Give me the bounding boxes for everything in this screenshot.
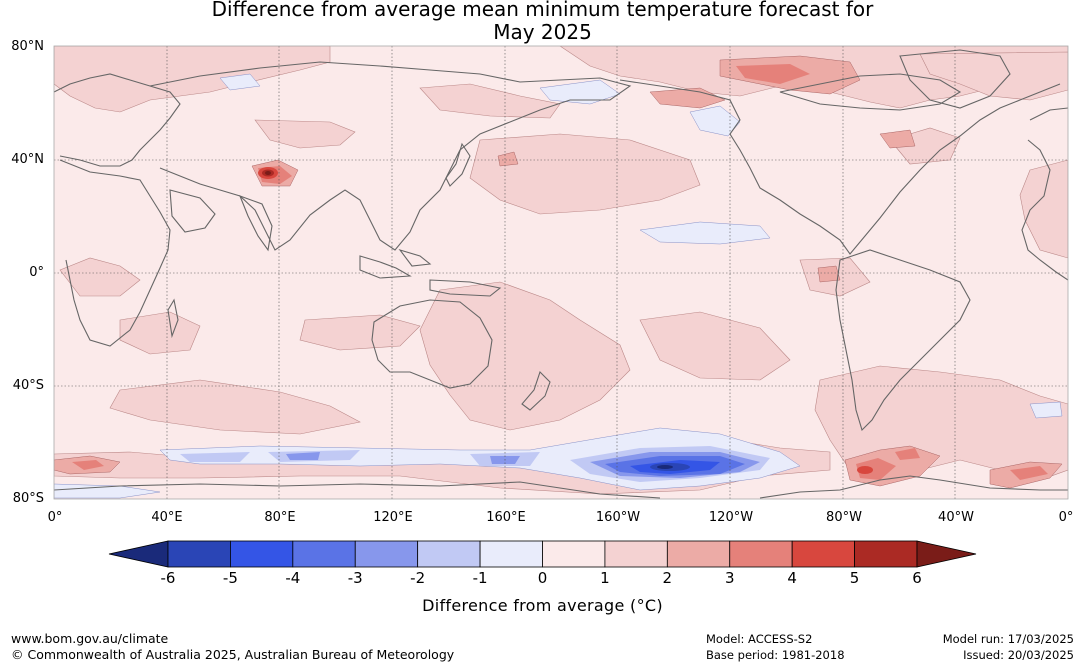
base-period: Base period: 1981-2018 — [706, 648, 845, 662]
colorbar-tick-label: 3 — [724, 569, 735, 587]
model-name: Model: ACCESS-S2 — [706, 632, 813, 646]
anomaly-4-to-6 — [258, 167, 873, 474]
copyright-text: © Commonwealth of Australia 2025, Austra… — [11, 647, 455, 662]
model-run-date: Model run: 17/03/2025 — [942, 632, 1074, 646]
colorbar-segment — [729, 540, 793, 568]
colorbar-tick-label: -5 — [222, 569, 238, 587]
colorbar — [108, 540, 977, 568]
lon-label-80w: 80°W — [826, 510, 862, 525]
colorbar-extend-low — [108, 540, 169, 568]
lon-label-40e: 40°E — [151, 510, 183, 525]
lon-label-120w: 120°W — [708, 510, 754, 525]
colorbar-segment — [479, 540, 543, 568]
colorbar-segment — [542, 540, 606, 568]
lon-label-120e: 120°E — [373, 510, 413, 525]
website-link[interactable]: www.bom.gov.au/climate — [11, 631, 169, 646]
lon-label-160e: 160°E — [486, 510, 526, 525]
map-frame — [53, 45, 1069, 500]
lon-label-0-right: 0° — [1058, 510, 1074, 525]
colorbar-tick-label: -4 — [285, 569, 301, 587]
lon-label-0-left: 0° — [47, 510, 63, 525]
colorbar-extend-high — [916, 540, 977, 568]
colorbar-tick-label: -6 — [160, 569, 176, 587]
colorbar-segment — [604, 540, 668, 568]
lat-label-80n: 80°N — [11, 39, 44, 54]
colorbar-segment — [854, 540, 918, 568]
colorbar-segment — [791, 540, 855, 568]
colorbar-segment — [354, 540, 419, 568]
colorbar-tick-label: 1 — [600, 569, 610, 587]
colorbar-segment — [230, 540, 294, 568]
anomaly-fields — [54, 46, 1068, 499]
colorbar-segment — [417, 540, 481, 568]
colorbar-tick-label: -1 — [472, 569, 488, 587]
lon-label-80e: 80°E — [264, 510, 296, 525]
colorbar-tick-label: 5 — [849, 569, 860, 587]
colorbar-tick-label: 4 — [787, 569, 797, 587]
lat-label-40s: 40°S — [12, 378, 44, 393]
lon-label-40w: 40°W — [938, 510, 974, 525]
issued-date: Issued: 20/03/2025 — [963, 648, 1074, 662]
colorbar-tick-label: -2 — [410, 569, 426, 587]
anomaly-1-to-2 — [54, 46, 1068, 495]
colorbar-label: Difference from average (°C) — [422, 596, 663, 615]
colorbar-tick-label: 2 — [662, 569, 673, 587]
lon-label-160w: 160°W — [595, 510, 641, 525]
colorbar-tick-label: -3 — [347, 569, 363, 587]
lat-label-40n: 40°N — [11, 152, 44, 167]
anomaly-below-minus-6 — [657, 465, 673, 469]
lat-label-0: 0° — [29, 265, 44, 280]
colorbar-segment — [167, 540, 231, 568]
map-title-line-2: May 2025 — [493, 20, 592, 44]
colorbar-segment — [292, 540, 356, 568]
lat-label-80s: 80°S — [12, 491, 44, 506]
graticule — [54, 46, 1068, 499]
colorbar-tick-label: 0 — [537, 569, 548, 587]
colorbar-tick-label: 6 — [912, 569, 922, 587]
map-title-line-1: Difference from average mean minimum tem… — [211, 0, 874, 21]
coastlines — [54, 49, 1068, 499]
colorbar-segment — [666, 540, 731, 568]
